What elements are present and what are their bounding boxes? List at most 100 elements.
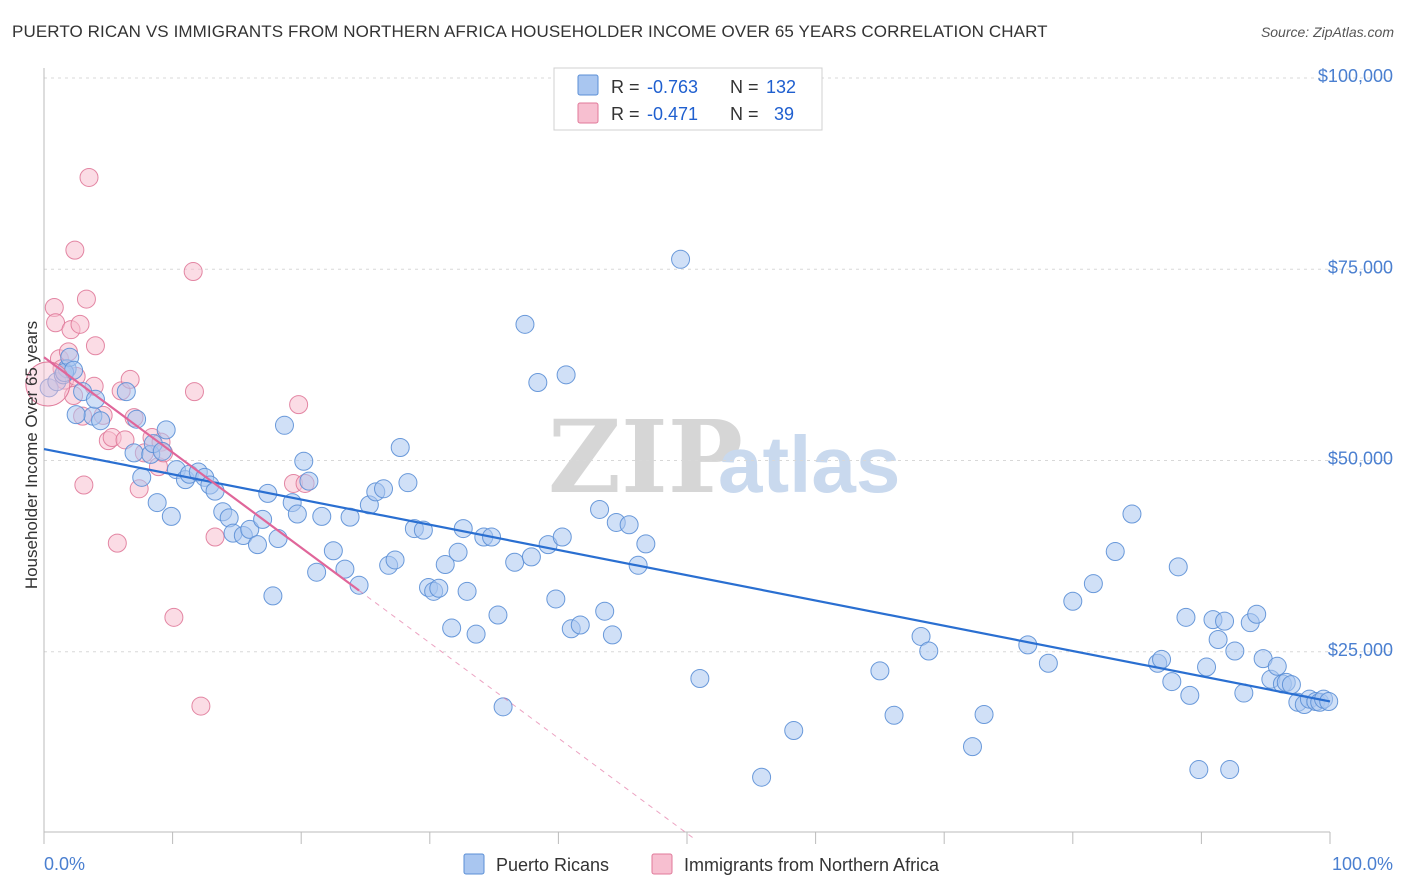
point-northern-africa-large	[25, 361, 71, 407]
legend-r-label-1: R =	[611, 77, 640, 97]
y-axis-label: Householder Income Over 65 years	[22, 321, 41, 589]
point-puerto-ricans	[974, 704, 994, 724]
point-puerto-ricans	[1215, 611, 1235, 631]
point-puerto-ricans	[124, 443, 144, 463]
point-puerto-ricans	[312, 506, 332, 526]
point-puerto-ricans	[556, 365, 576, 385]
y-tick-label: $50,000	[1328, 449, 1393, 469]
point-puerto-ricans	[1208, 630, 1228, 650]
point-puerto-ricans	[1038, 653, 1058, 673]
point-northern-africa	[76, 289, 96, 309]
point-puerto-ricans	[335, 559, 355, 579]
point-puerto-ricans	[752, 767, 772, 787]
point-northern-africa	[74, 475, 94, 495]
point-northern-africa	[205, 527, 225, 547]
point-puerto-ricans	[156, 420, 176, 440]
point-puerto-ricans	[1225, 641, 1245, 661]
point-puerto-ricans	[116, 382, 136, 402]
point-puerto-ricans	[91, 411, 111, 431]
point-puerto-ricans	[1122, 504, 1142, 524]
point-puerto-ricans	[442, 618, 462, 638]
point-puerto-ricans	[870, 661, 890, 681]
point-northern-africa	[183, 262, 203, 282]
point-puerto-ricans	[505, 552, 525, 572]
point-northern-africa	[65, 240, 85, 260]
point-puerto-ricans	[466, 624, 486, 644]
axes	[43, 68, 1331, 844]
point-puerto-ricans	[240, 519, 260, 539]
point-northern-africa	[184, 382, 204, 402]
point-puerto-ricans	[1176, 607, 1196, 627]
legend-n-label-1: N =	[730, 77, 759, 97]
point-puerto-ricans	[636, 534, 656, 554]
point-puerto-ricans	[521, 547, 541, 567]
tick-labels: $25,000 $50,000 $75,000 $100,000 0.0% 100.0%	[44, 66, 1393, 874]
point-northern-africa	[289, 395, 309, 415]
point-puerto-ricans	[457, 581, 477, 601]
point-puerto-ricans	[602, 625, 622, 645]
point-puerto-ricans	[590, 499, 610, 519]
x-tick-label-min: 0.0%	[44, 854, 85, 874]
point-puerto-ricans	[1162, 672, 1182, 692]
point-northern-africa	[191, 696, 211, 716]
bottom-legend: Puerto Ricans Immigrants from Northern A…	[463, 853, 940, 875]
point-puerto-ricans	[274, 415, 294, 435]
point-puerto-ricans	[453, 519, 473, 539]
point-puerto-ricans	[147, 493, 167, 513]
point-puerto-ricans	[161, 506, 181, 526]
point-puerto-ricans	[671, 249, 691, 269]
point-puerto-ricans	[884, 705, 904, 725]
point-puerto-ricans	[398, 473, 418, 493]
legend-r-label-2: R =	[611, 104, 640, 124]
trend-line-northern-africa	[43, 356, 360, 592]
point-puerto-ricans	[429, 578, 449, 598]
legend-n-value-1: 132	[766, 77, 796, 97]
point-puerto-ricans	[1180, 685, 1200, 705]
point-puerto-ricans	[263, 586, 283, 606]
point-northern-africa	[164, 607, 184, 627]
point-puerto-ricans	[919, 641, 939, 661]
point-puerto-ricans	[435, 555, 455, 575]
point-puerto-ricans	[493, 697, 513, 717]
watermark-atlas: atlas	[718, 420, 900, 509]
point-puerto-ricans	[247, 535, 267, 555]
chart-title: PUERTO RICAN VS IMMIGRANTS FROM NORTHERN…	[12, 22, 1048, 41]
point-puerto-ricans	[1168, 557, 1188, 577]
gridlines	[44, 77, 1394, 653]
x-tick-label-max: 100.0%	[1332, 854, 1393, 874]
point-puerto-ricans	[962, 737, 982, 757]
point-puerto-ricans	[552, 527, 572, 547]
legend-swatch-puerto-ricans	[577, 74, 599, 96]
point-puerto-ricans	[1152, 649, 1172, 669]
point-puerto-ricans	[323, 541, 343, 561]
point-puerto-ricans	[546, 589, 566, 609]
top-legend: R = -0.763 N = 132 R = -0.471 N = 39	[553, 67, 823, 131]
point-puerto-ricans	[448, 542, 468, 562]
watermark-zip: ZIP	[548, 398, 743, 516]
point-puerto-ricans	[784, 721, 804, 741]
bottom-legend-swatch-northern-africa	[651, 853, 673, 875]
point-puerto-ricans	[385, 550, 405, 570]
point-puerto-ricans	[595, 601, 615, 621]
legend-n-label-2: N =	[730, 104, 759, 124]
point-puerto-ricans	[85, 389, 105, 409]
trend-lines	[43, 356, 1331, 839]
point-puerto-ricans	[374, 479, 394, 499]
point-puerto-ricans	[132, 467, 152, 487]
y-tick-label: $100,000	[1318, 66, 1393, 86]
bottom-legend-label-puerto-ricans: Puerto Ricans	[496, 855, 609, 875]
y-tick-label: $25,000	[1328, 640, 1393, 660]
point-puerto-ricans	[307, 562, 327, 582]
point-puerto-ricans	[1281, 675, 1301, 695]
point-puerto-ricans	[528, 372, 548, 392]
trend-line-puerto-ricans	[43, 447, 1331, 703]
point-puerto-ricans	[1197, 657, 1217, 677]
point-puerto-ricans	[1267, 656, 1287, 676]
point-puerto-ricans	[1189, 760, 1209, 780]
point-puerto-ricans	[1083, 574, 1103, 594]
point-puerto-ricans	[1220, 760, 1240, 780]
y-tick-label: $75,000	[1328, 257, 1393, 277]
point-northern-africa	[115, 430, 135, 450]
legend-n-value-2: 39	[774, 104, 794, 124]
